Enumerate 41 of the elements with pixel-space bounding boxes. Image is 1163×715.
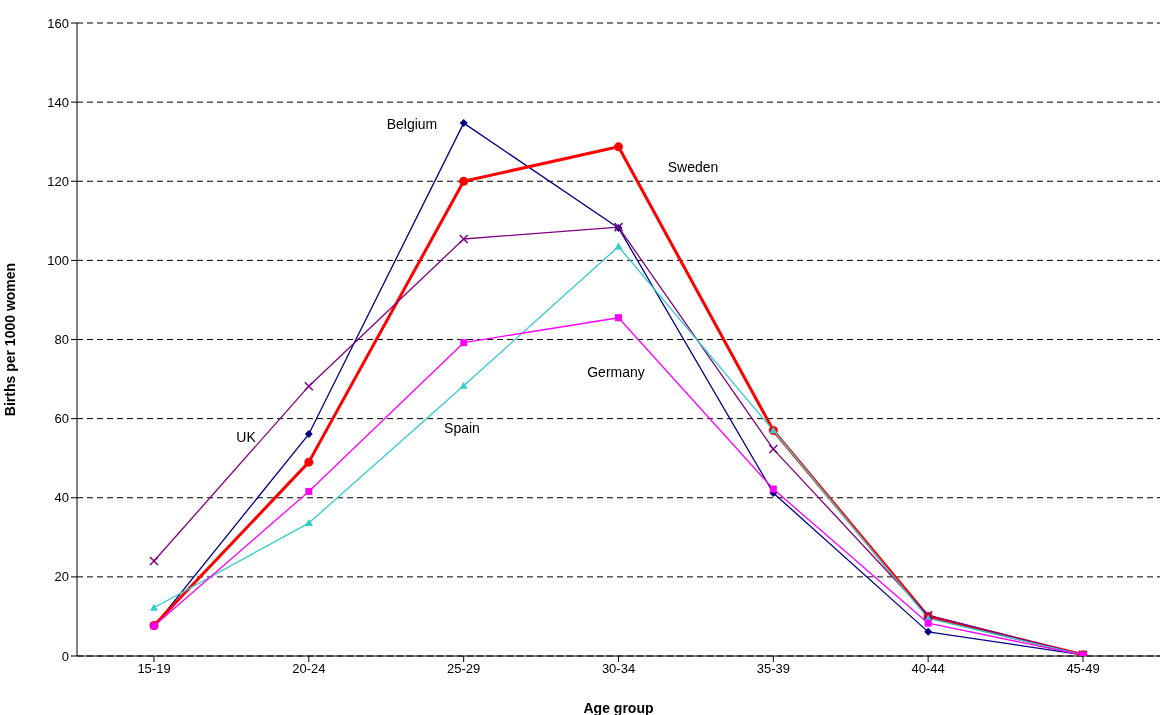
series-label: Belgium [386, 116, 438, 132]
y-tick-label: 80 [54, 332, 69, 348]
y-tick-label: 160 [47, 15, 69, 31]
point [150, 603, 158, 611]
x-tick-label: 25-29 [447, 661, 481, 677]
text: Sweden [667, 159, 719, 175]
x-axis-title: Age group [583, 700, 654, 715]
x-tick-label: 45-49 [1066, 661, 1100, 677]
point [304, 457, 314, 467]
point [149, 556, 159, 566]
point [460, 339, 468, 347]
y-tick-label: 140 [47, 94, 69, 110]
series-label: Spain [444, 420, 480, 436]
point [459, 176, 469, 186]
series-label: UK [236, 429, 256, 445]
point [614, 142, 623, 152]
x-tick-label: 15-19 [137, 661, 171, 677]
y-tick-label: 0 [61, 648, 69, 664]
point [924, 627, 933, 636]
point [305, 487, 313, 495]
point [304, 430, 313, 439]
point [459, 381, 468, 389]
point [924, 619, 932, 627]
x-tick-label: 35-39 [756, 661, 790, 677]
series-label: Germany [587, 364, 645, 380]
point [304, 381, 314, 391]
y-tick-label: 120 [47, 173, 69, 189]
point [304, 519, 313, 527]
x-tick-label: 20-24 [292, 661, 326, 677]
x-tick-label: 40-44 [911, 661, 945, 677]
y-tick-label: 40 [54, 490, 69, 506]
y-tick-label: 20 [54, 569, 69, 585]
x-tick-label: 30-34 [601, 661, 636, 677]
point [768, 444, 779, 454]
y-axis-title: Births per 1000 women [1, 262, 18, 417]
y-tick-label: 60 [54, 411, 69, 427]
point [769, 485, 777, 493]
y-tick-label: 100 [47, 252, 69, 268]
point [615, 314, 622, 322]
point [614, 242, 623, 250]
point [459, 119, 468, 128]
